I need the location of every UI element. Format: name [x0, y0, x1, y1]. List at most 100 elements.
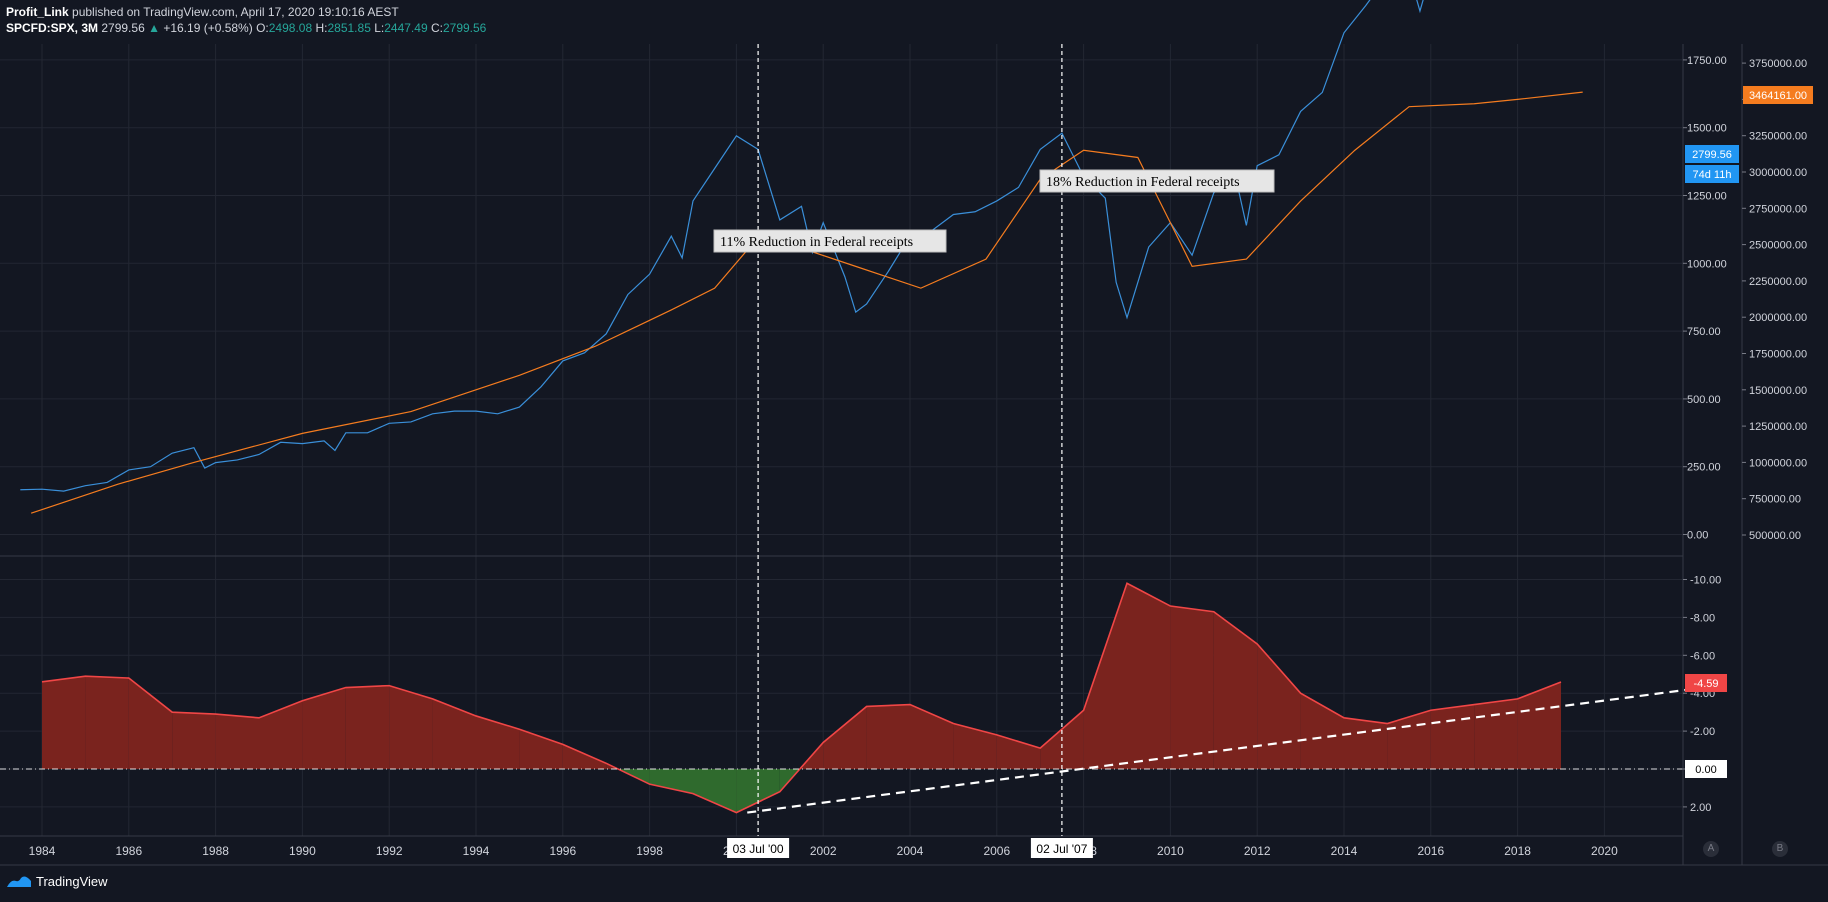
- lower-area-segment: [172, 712, 216, 769]
- countdown-badge-text: 74d 11h: [1693, 169, 1732, 181]
- x-axis-tick-label: 1996: [549, 844, 576, 858]
- x-axis-tick-label: 1990: [289, 844, 316, 858]
- lower-area-segment: [1127, 583, 1171, 769]
- right-axis-tick-label: 1250000.00: [1749, 421, 1807, 433]
- event-date-box: [1030, 838, 1093, 858]
- annotation-2000-box: [713, 229, 947, 253]
- lower-area-segment: [1213, 611, 1258, 769]
- axis-badges: 3464161.00 2799.56 74d 11h -4.59 0.00: [1685, 86, 1813, 778]
- publish-text: published on TradingView.com, April 17, …: [72, 5, 399, 19]
- lower-area-segment: [649, 769, 693, 794]
- right-axis-tick-label: 2500000.00: [1749, 240, 1807, 252]
- zero-badge-bg: [1685, 760, 1727, 778]
- auto-scale-button[interactable]: A: [1703, 841, 1719, 857]
- lower-axis-tick-label: -8.00: [1690, 612, 1715, 624]
- annotation-2007-text: 18% Reduction in Federal receipts: [1046, 175, 1240, 190]
- lower-area-segment: [128, 678, 173, 769]
- lower-area-segment: [1344, 717, 1388, 769]
- author-name[interactable]: Profit_Link: [6, 5, 69, 19]
- x-axis-tick-label: 2012: [1244, 844, 1271, 858]
- lower-area-segment: [85, 676, 129, 769]
- lower-area-segment: [1430, 704, 1475, 769]
- lower-area-segment: [432, 698, 476, 769]
- change-arrow-icon: ▲: [148, 21, 160, 35]
- x-axis-tick-label: 1984: [29, 844, 56, 858]
- event-date-label: 03 Jul '00: [733, 842, 784, 856]
- lower-area-segment: [1083, 583, 1127, 769]
- lower-value-badge-text: -4.59: [1693, 678, 1718, 690]
- x-axis-tick-label: 2002: [810, 844, 837, 858]
- federal-receipts-line: [30, 91, 1583, 514]
- lower-area-segment: [1257, 643, 1301, 769]
- right-axis-tick-label: 3000000.00: [1749, 167, 1807, 179]
- deficit-line: [41, 582, 1562, 814]
- high-value: 2851.85: [327, 21, 371, 35]
- right-axis-tick-label: 2250000.00: [1749, 276, 1807, 288]
- left-axis-tick-label: 250.00: [1687, 462, 1721, 474]
- lower-axis-tick-label: -2.00: [1690, 726, 1715, 738]
- last-price: 2799.56: [101, 21, 145, 35]
- scale-mode-button[interactable]: B: [1772, 841, 1788, 857]
- high-label: H:: [315, 21, 328, 35]
- ohlc-legend: SPCFD:SPX, 3M 2799.56 ▲ +16.19 (+0.58%) …: [6, 21, 486, 35]
- annotations-layer: 03 Jul '00 02 Jul '07 11% Reduction in Fed…: [713, 44, 1275, 858]
- right-axis-tick-label: 2750000.00: [1749, 203, 1807, 215]
- event-date-label: 02 Jul '07: [1036, 842, 1087, 856]
- lower-area-segment: [302, 687, 346, 769]
- price-badge-bg: [1685, 145, 1739, 163]
- tradingview-footer[interactable]: TradingView: [6, 874, 108, 889]
- symbol-label[interactable]: SPCFD:SPX, 3M: [6, 21, 99, 35]
- close-label: C:: [430, 21, 443, 35]
- lower-area-segment: [910, 704, 954, 769]
- lower-area-segment: [1517, 682, 1561, 769]
- close-value: 2799.56: [442, 21, 487, 35]
- right-axis-tick-label: 3750000.00: [1749, 58, 1807, 70]
- lower-area-segment: [736, 769, 780, 813]
- lower-area-segment: [1300, 693, 1344, 769]
- left-axis-tick-label: 1000.00: [1687, 258, 1727, 270]
- lower-area-segment: [476, 715, 520, 769]
- price-badge-text: 2799.56: [1692, 149, 1732, 161]
- receipts-badge-text: 3464161.00: [1749, 90, 1807, 102]
- x-axis-tick-label: 2016: [1417, 844, 1444, 858]
- panel-frame: [0, 44, 1828, 866]
- zero-badge-text: 0.00: [1695, 764, 1716, 776]
- lower-area-segment: [389, 685, 433, 769]
- x-axis-tick-label: 1992: [376, 844, 403, 858]
- lower-area-segment: [345, 685, 390, 769]
- lower-area-fills: [42, 583, 1561, 813]
- lower-area-segment: [996, 734, 1041, 769]
- lower-area-segment: [1474, 698, 1518, 769]
- right-axis-tick-label: 2000000.00: [1749, 312, 1807, 324]
- trend-line: [747, 686, 1705, 814]
- event-date-box: [727, 838, 790, 858]
- x-axis-tick-label: 2020: [1591, 844, 1618, 858]
- receipts-badge-bg: [1743, 86, 1813, 104]
- spx-price-line: [20, 0, 1424, 492]
- low-label: L:: [374, 21, 385, 35]
- x-axis-tick-label: 2006: [983, 844, 1010, 858]
- right-axis-tick-label: 1500000.00: [1749, 385, 1807, 397]
- publish-info: Profit_Link published on TradingView.com…: [6, 5, 399, 19]
- x-axis-tick-label: 1988: [202, 844, 229, 858]
- left-axis-tick-label: 0.00: [1687, 530, 1708, 542]
- right-axis-tick-label: 500000.00: [1749, 530, 1801, 542]
- right-axis-tick-label: 1750000.00: [1749, 349, 1807, 361]
- lower-area-segment: [562, 744, 607, 769]
- left-axis-tick-label: 1750.00: [1687, 55, 1727, 67]
- x-axis-tick-label: 2010: [1157, 844, 1184, 858]
- footer-brand: TradingView: [36, 874, 108, 889]
- price-change: +16.19 (+0.58%): [163, 21, 253, 35]
- left-axis-tick-label: 1250.00: [1687, 191, 1727, 203]
- lower-area-segment: [259, 700, 303, 769]
- lower-value-badge-bg: [1685, 674, 1727, 692]
- lower-area-segment: [693, 769, 737, 813]
- right-axis-tick-label: 1000000.00: [1749, 457, 1807, 469]
- left-axis-tick-label: 750.00: [1687, 326, 1721, 338]
- lower-area-segment: [866, 704, 910, 769]
- x-axis-tick-label: 2018: [1504, 844, 1531, 858]
- lower-area-segment: [42, 676, 86, 769]
- low-value: 2447.49: [384, 21, 428, 35]
- x-axis-tick-label: 1998: [636, 844, 663, 858]
